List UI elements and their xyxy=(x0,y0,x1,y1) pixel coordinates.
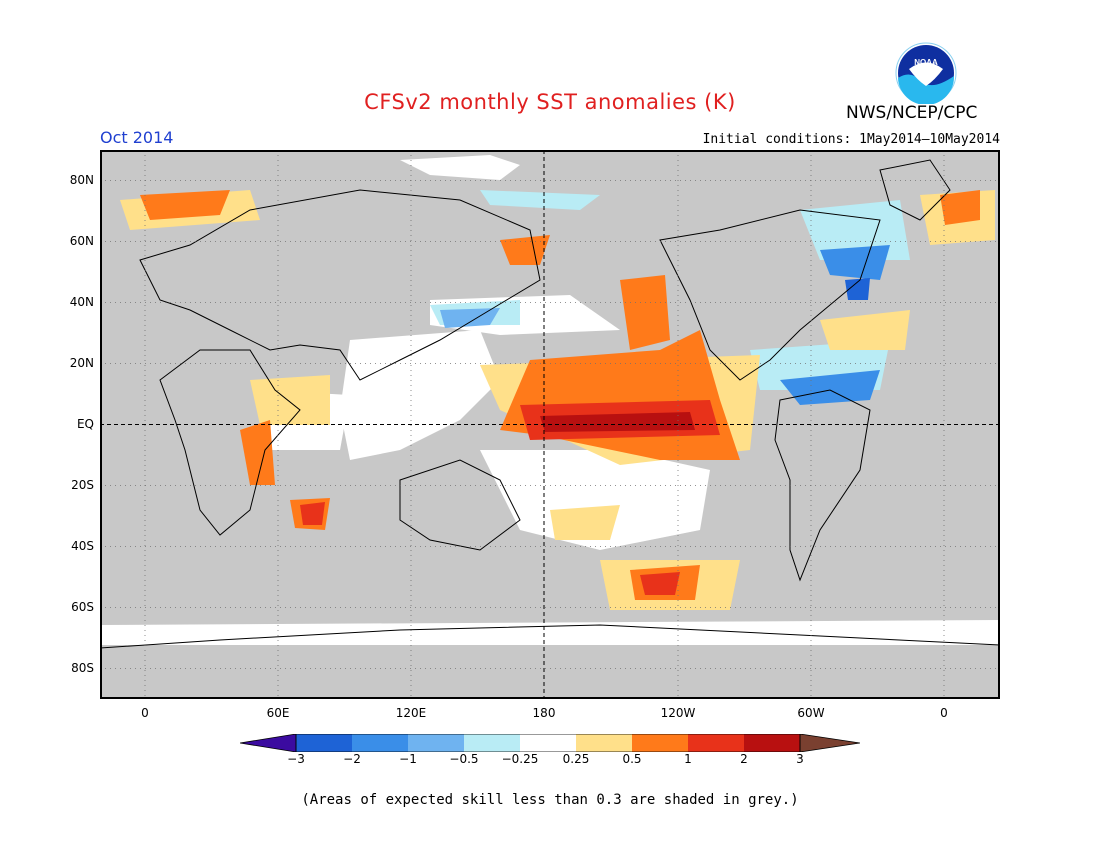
coastlines xyxy=(100,159,1000,649)
anomaly-shading xyxy=(100,155,1000,645)
lon-label: 180 xyxy=(532,706,556,720)
footnote: (Areas of expected skill less than 0.3 a… xyxy=(301,792,799,808)
colorbar-label: 2 xyxy=(740,752,748,766)
lon-label: 0 xyxy=(141,706,149,720)
colorbar-label: −3 xyxy=(287,752,305,766)
lat-label: 40N xyxy=(69,295,94,309)
initial-conditions: Initial conditions: 1May2014—10May2014 xyxy=(702,132,1000,147)
colorbar-swatch xyxy=(632,734,688,752)
colorbar-swatch xyxy=(464,734,520,752)
colorbar-swatch xyxy=(520,734,576,752)
colorbar xyxy=(240,734,860,752)
colorbar-arrow-low xyxy=(240,734,296,752)
noaa-logo: NOAA xyxy=(895,42,957,104)
lat-label: 80N xyxy=(69,173,94,187)
colorbar-swatch xyxy=(352,734,408,752)
lat-label: 40S xyxy=(71,539,94,553)
colorbar-swatch xyxy=(744,734,800,752)
colorbar-label: −0.25 xyxy=(501,752,539,766)
colorbar-label: 0.25 xyxy=(562,752,590,766)
graticule xyxy=(100,150,1000,699)
lon-label: 0 xyxy=(940,706,948,720)
colorbar-swatch xyxy=(296,734,352,752)
lat-label: 60N xyxy=(69,234,94,248)
lat-label: 20N xyxy=(69,356,94,370)
colorbar-label: −1 xyxy=(399,752,417,766)
lon-label: 60W xyxy=(797,706,825,720)
colorbar-swatch xyxy=(576,734,632,752)
colorbar-label: 1 xyxy=(684,752,692,766)
lat-label: 20S xyxy=(71,478,94,492)
colorbar-label: 3 xyxy=(796,752,804,766)
svg-text:NOAA: NOAA xyxy=(914,58,938,67)
chart-title: CFSv2 monthly SST anomalies (K) xyxy=(364,90,736,114)
agency-label: NWS/NCEP/CPC xyxy=(846,103,978,123)
colorbar-label: 0.5 xyxy=(622,752,642,766)
lat-label: 60S xyxy=(71,600,94,614)
colorbar-label: −0.5 xyxy=(449,752,479,766)
lon-label: 120W xyxy=(660,706,696,720)
lon-label: 60E xyxy=(266,706,290,720)
map-frame xyxy=(100,150,1000,699)
colorbar-swatch xyxy=(688,734,744,752)
lat-label: EQ xyxy=(76,417,94,431)
colorbar-label: −2 xyxy=(343,752,361,766)
colorbar-arrow-high xyxy=(800,734,860,752)
colorbar-swatch xyxy=(408,734,464,752)
sst-anomaly-map xyxy=(100,150,1000,699)
lon-label: 120E xyxy=(395,706,427,720)
forecast-month: Oct 2014 xyxy=(100,128,174,147)
lat-label: 80S xyxy=(71,661,94,675)
